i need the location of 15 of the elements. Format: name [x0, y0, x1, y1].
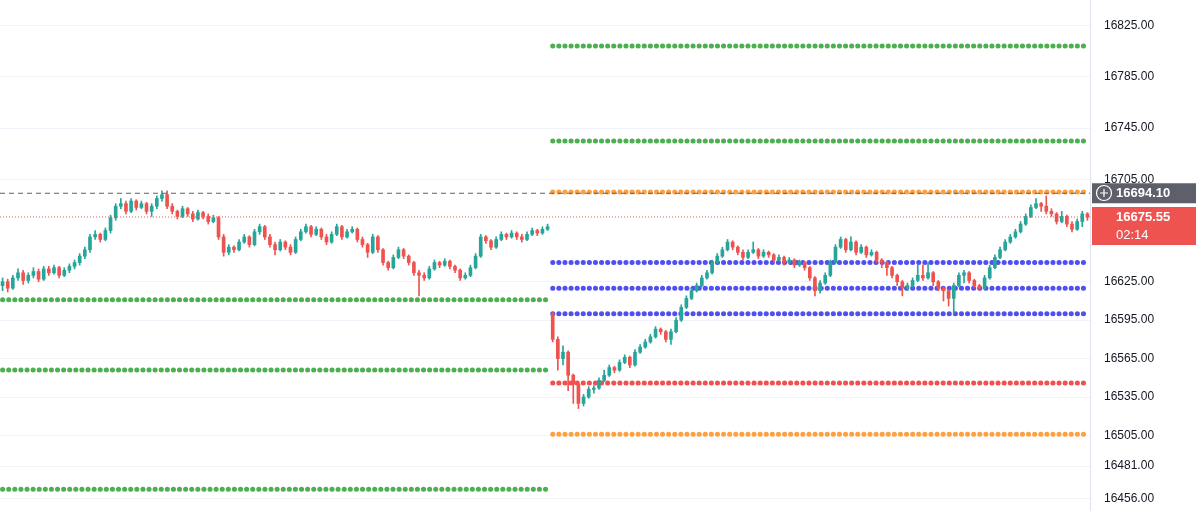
y-tick-label: 16705.00: [1104, 171, 1155, 186]
y-tick-label: 16825.00: [1104, 17, 1155, 32]
ref-line-label: 16694.10: [1116, 184, 1171, 200]
y-tick-label: 16456.00: [1104, 490, 1155, 505]
y-tick-label: 16785.00: [1104, 69, 1155, 84]
y-tick-label: 16481.00: [1104, 458, 1155, 473]
y-tick-label: 16745.00: [1104, 120, 1155, 135]
y-tick-label: 16595.00: [1104, 312, 1155, 327]
y-tick-label: 16505.00: [1104, 427, 1155, 442]
candlestick: [921, 264, 925, 281]
ref-line-label: 16675.55: [1116, 208, 1171, 224]
y-tick-label: 16625.00: [1104, 274, 1155, 289]
y-tick-label: 16565.00: [1104, 350, 1155, 365]
y-tick-label: 16535.00: [1104, 389, 1155, 404]
text: 02:14: [1116, 226, 1149, 242]
